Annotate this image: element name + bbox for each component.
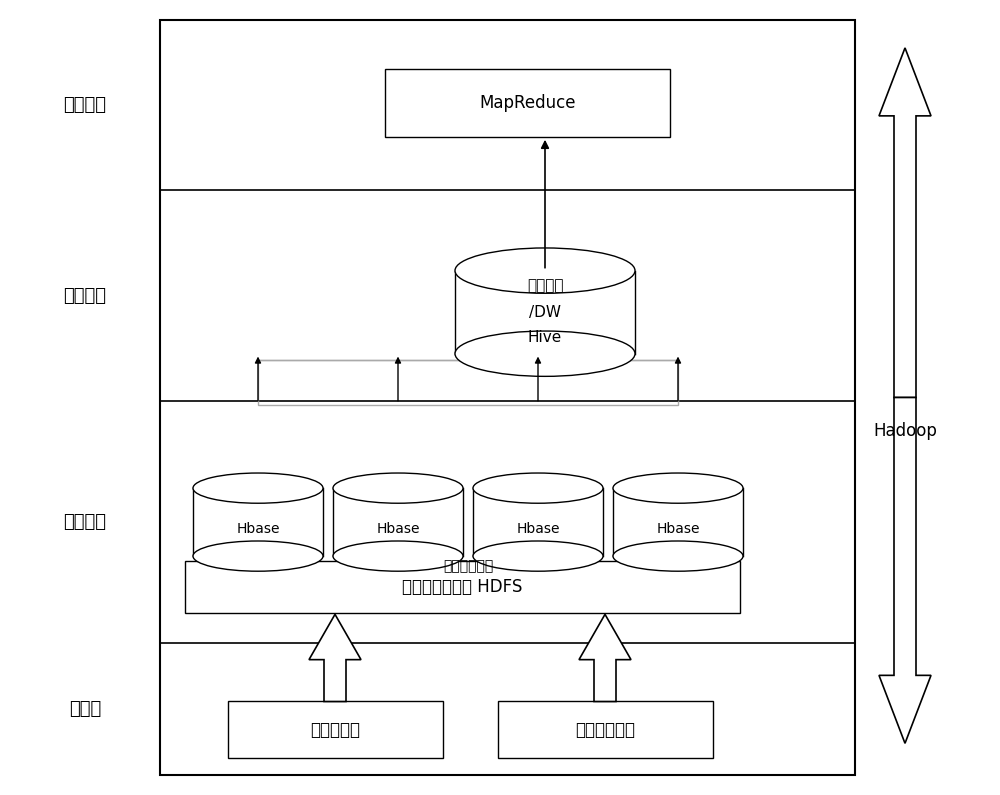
FancyArrow shape	[579, 615, 631, 701]
Bar	[185, 561, 740, 613]
Ellipse shape	[473, 473, 603, 503]
Text: Hbase: Hbase	[516, 522, 560, 536]
Ellipse shape	[455, 248, 635, 293]
Text: 分布式数据库: 分布式数据库	[443, 560, 493, 573]
Text: 数据仓库: 数据仓库	[527, 278, 563, 293]
FancyArrow shape	[879, 48, 931, 398]
Text: 数据整合: 数据整合	[64, 286, 106, 304]
Ellipse shape	[613, 473, 743, 503]
Text: 非结构化数据: 非结构化数据	[575, 721, 635, 739]
Text: MapReduce: MapReduce	[479, 94, 576, 112]
Ellipse shape	[613, 541, 743, 571]
Text: 分布式文件系统 HDFS: 分布式文件系统 HDFS	[402, 578, 523, 596]
Text: 结构化数据: 结构化数据	[310, 721, 360, 739]
Bar	[160, 20, 855, 775]
Text: Hbase: Hbase	[236, 522, 280, 536]
Text: Hbase: Hbase	[376, 522, 420, 536]
Ellipse shape	[333, 473, 463, 503]
Bar	[228, 701, 442, 758]
Text: Hbase: Hbase	[656, 522, 700, 536]
Bar	[498, 701, 712, 758]
Text: 数据处理: 数据处理	[64, 96, 106, 114]
Ellipse shape	[333, 541, 463, 571]
Text: Hive: Hive	[528, 330, 562, 344]
Text: 数据存储: 数据存储	[64, 513, 106, 531]
Bar	[613, 488, 743, 556]
FancyArrow shape	[879, 398, 931, 743]
Bar	[258, 360, 678, 405]
Ellipse shape	[193, 473, 323, 503]
Text: /DW: /DW	[529, 304, 561, 320]
Ellipse shape	[455, 331, 635, 376]
Bar	[333, 488, 463, 556]
Bar	[385, 69, 670, 137]
Ellipse shape	[193, 541, 323, 571]
Bar	[455, 270, 635, 354]
Bar	[473, 488, 603, 556]
Text: 数据源: 数据源	[69, 700, 101, 718]
Bar	[193, 488, 323, 556]
Ellipse shape	[473, 541, 603, 571]
FancyArrow shape	[309, 615, 361, 701]
Text: Hadoop: Hadoop	[873, 422, 937, 440]
